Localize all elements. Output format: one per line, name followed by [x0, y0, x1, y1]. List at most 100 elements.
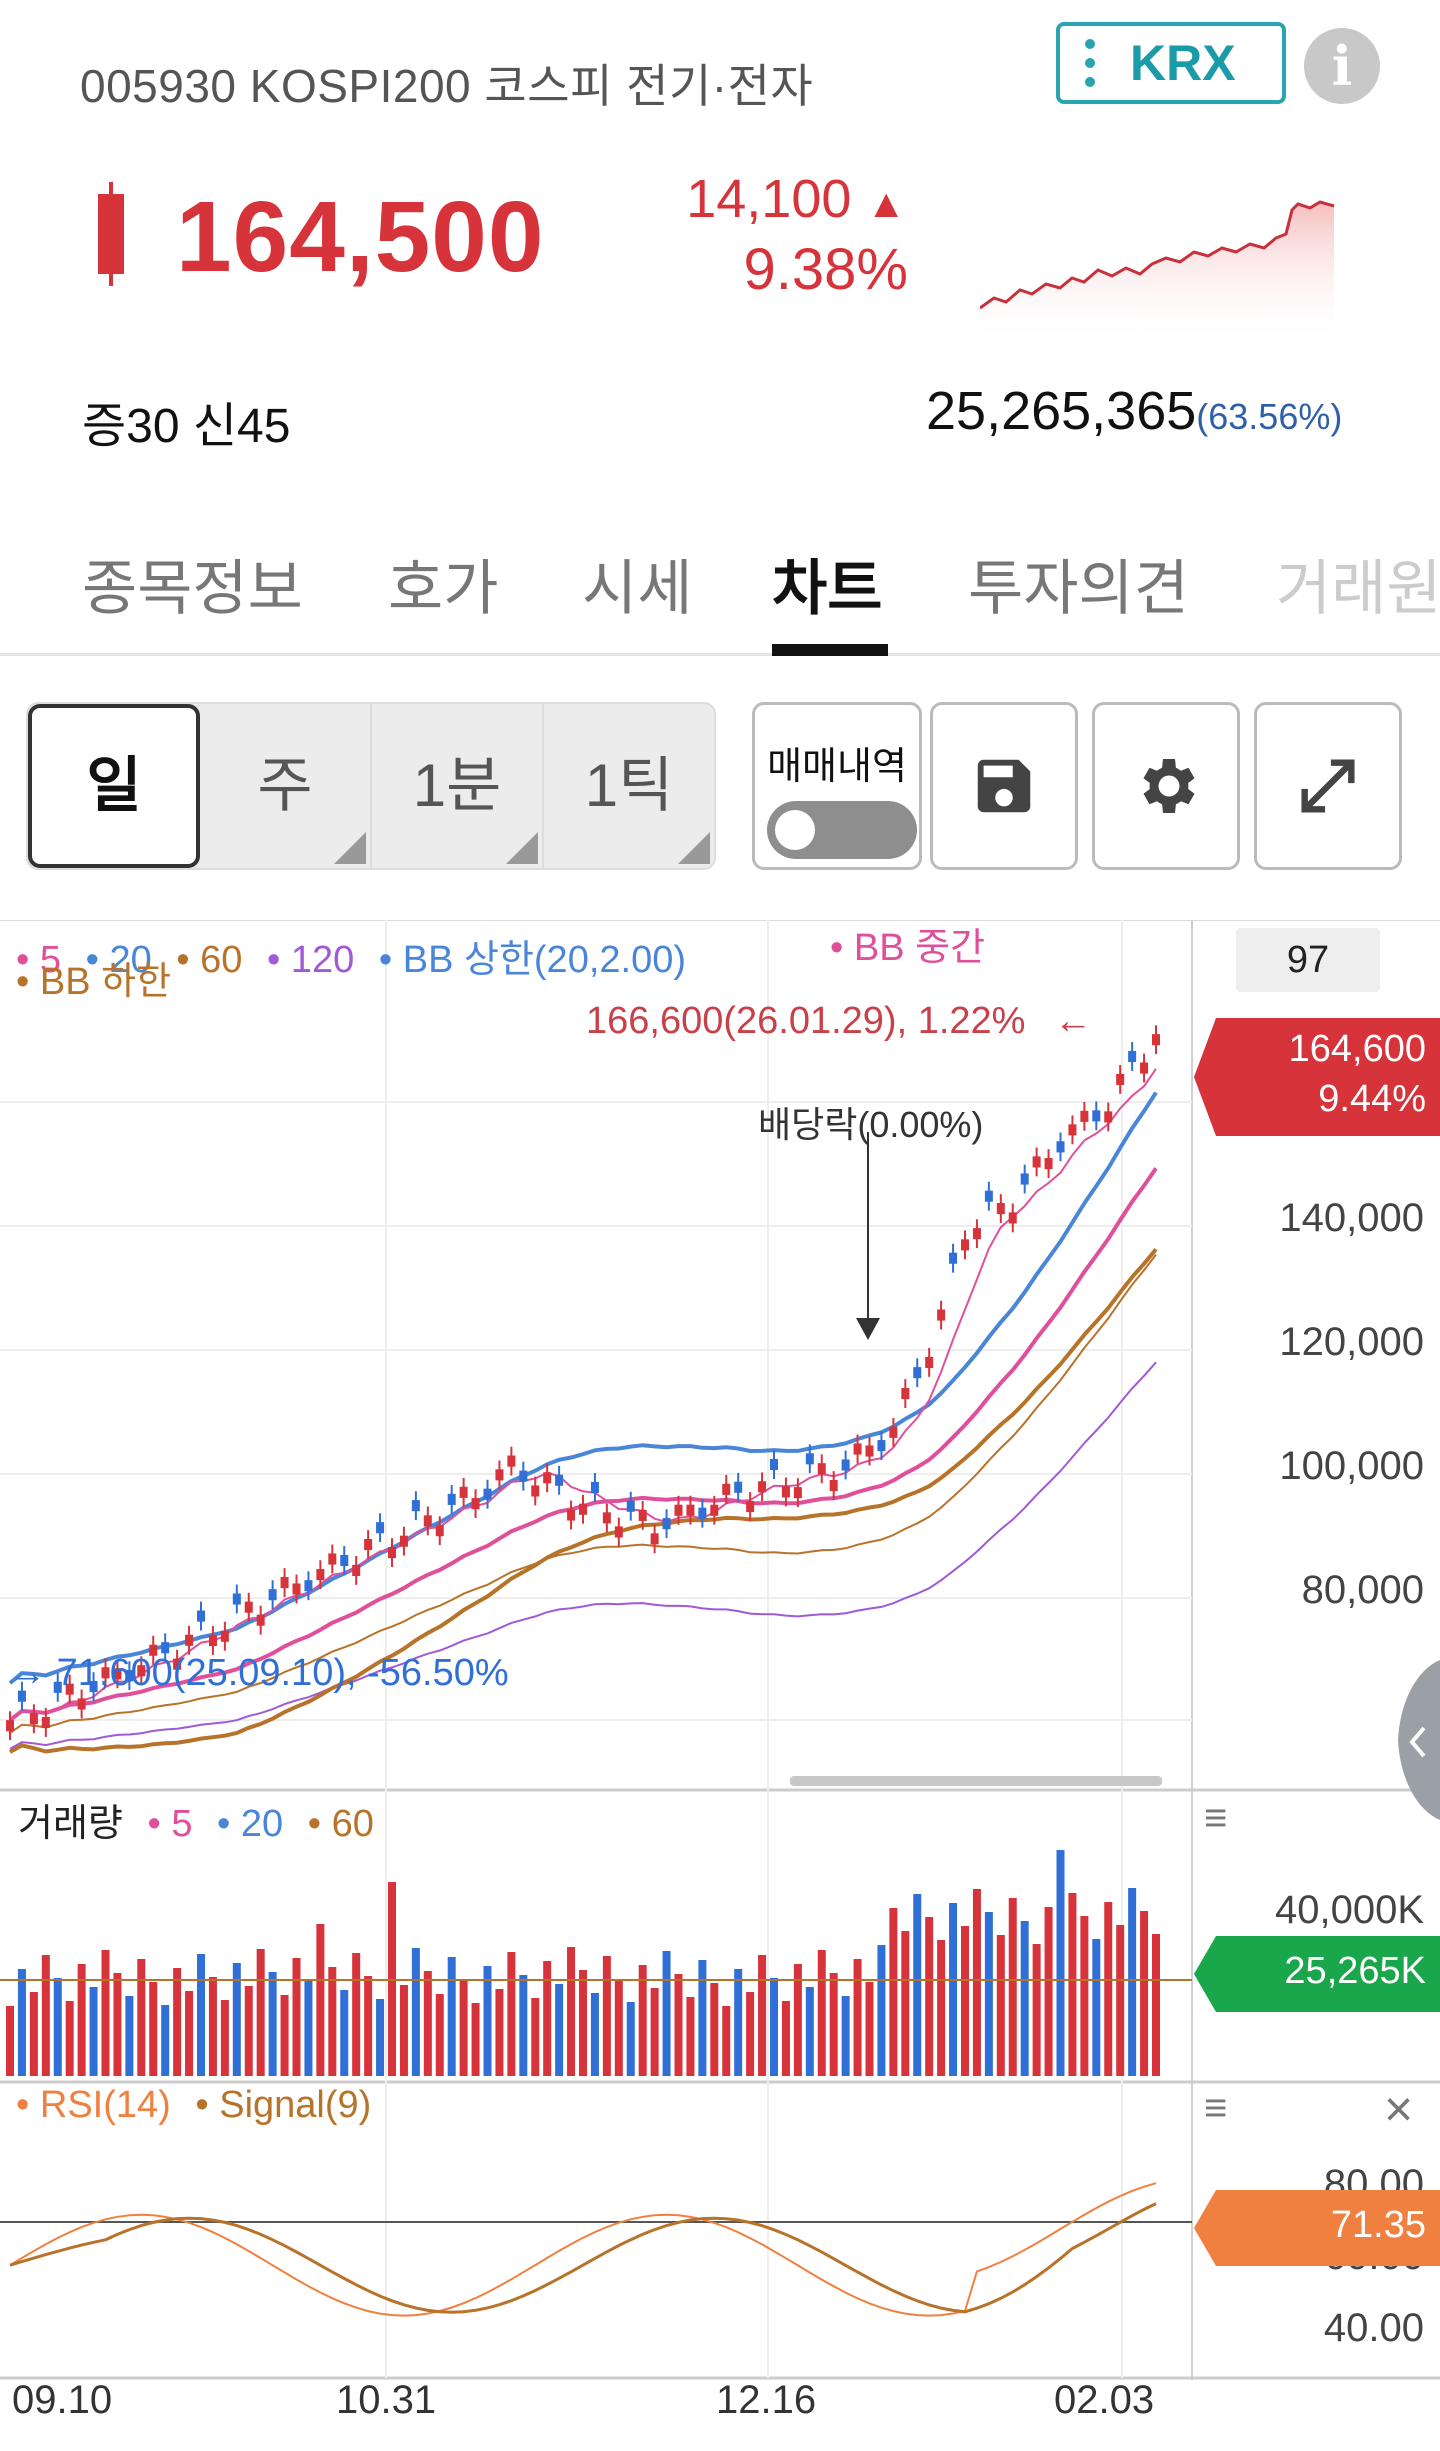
y-tick: 80,000 [1301, 1568, 1424, 1612]
candle-body [447, 1493, 456, 1505]
chart-scrollbar[interactable] [790, 1776, 1162, 1786]
candle-body [6, 1720, 14, 1732]
tab-prices[interactable]: 시세 [582, 555, 693, 622]
candle-body [399, 1535, 408, 1547]
period-1min-button[interactable]: 1분 [372, 704, 544, 868]
candle-body [185, 1634, 194, 1646]
candle-body [459, 1486, 468, 1498]
legend-signal-label: Signal(9) [219, 2084, 372, 2126]
volume-bar [101, 1950, 110, 2076]
candle-body [352, 1564, 361, 1576]
volume-bar [340, 1990, 349, 2076]
period-1tick-button[interactable]: 1틱 [544, 704, 714, 868]
volume-bar [686, 1997, 695, 2076]
volume-bar [746, 1992, 755, 2076]
volume-bar [65, 2001, 74, 2076]
volume-bar [29, 1992, 38, 2076]
volume-bar [137, 1959, 146, 2076]
save-button[interactable] [930, 702, 1078, 870]
tab-brokers[interactable]: 거래원 [1276, 555, 1440, 622]
candle-body [519, 1470, 528, 1482]
candle-body [567, 1509, 576, 1521]
tab-chart[interactable]: 차트 [772, 555, 883, 622]
tab-quotes[interactable]: 호가 [388, 555, 499, 622]
current-price-badge: 164,600 9.44% [1220, 1024, 1426, 1124]
volume-bar [376, 1999, 385, 2076]
volume-bar [781, 2001, 790, 2076]
trade-history-label: 매매내역 [767, 746, 907, 788]
legend-ma120-label: 120 [290, 939, 355, 981]
low-annotation-text: 71,600(25.09.10), -56.50% [56, 1652, 509, 1694]
candle-body [197, 1610, 205, 1622]
volume-bar [1056, 1850, 1065, 2076]
candle-body [710, 1504, 719, 1516]
rsi-y-tick: 40.00 [1323, 2306, 1424, 2350]
kebab-icon [1060, 39, 1120, 87]
candle-body [89, 1681, 98, 1693]
legend-rsi: • RSI(14) [16, 2084, 171, 2126]
volume-bar [77, 1964, 86, 2076]
candle-body [614, 1526, 623, 1538]
volume-bar [89, 1987, 98, 2076]
volume-bar [244, 1986, 253, 2076]
legend-bb-lower: • BB 하한 [16, 961, 172, 1003]
candle-body [543, 1472, 552, 1484]
settings-button[interactable] [1092, 702, 1240, 870]
volume-bar [984, 1912, 993, 2076]
trade-history-toggle[interactable] [767, 801, 917, 859]
volume-current-badge: 25,265K [1284, 1950, 1426, 1992]
rsi-menu-icon[interactable]: ≡ [1204, 2086, 1228, 2130]
volume-bar [614, 1979, 623, 2076]
candle-body [507, 1455, 516, 1467]
x-tick: 12.16 [716, 2378, 817, 2422]
legend-ma120: • 120 [267, 939, 355, 981]
info-icon[interactable]: i [1304, 28, 1380, 104]
volume-bar [519, 1975, 528, 2076]
volume-bar [626, 2002, 635, 2076]
volume-bar [1152, 1934, 1160, 2076]
volume-badge-shape [1194, 1936, 1440, 2012]
bb-upper-line [8, 1091, 1158, 1685]
volume-y-tick: 40,000K [1274, 1888, 1424, 1932]
volume-bar [805, 1987, 814, 2076]
candle-body [996, 1203, 1005, 1215]
margin-credit-info: 증30 신45 [82, 400, 291, 453]
side-panel-handle[interactable] [1398, 1660, 1440, 1820]
tab-stock-info[interactable]: 종목정보 [82, 555, 303, 622]
candle-body [29, 1713, 38, 1725]
volume-bar [937, 1940, 946, 2076]
volume-bar [1128, 1888, 1137, 2076]
volume-bar [256, 1949, 265, 2076]
stock-code-line: 005930 KOSPI200 코스피 전기·전자 [80, 60, 814, 112]
period-day-button[interactable]: 일 [28, 704, 200, 868]
signal-line [9, 2202, 1157, 2314]
chart-area[interactable]: • 5 • 20 • 60 • 120 • BB 상한(20,2.00) • B… [0, 920, 1440, 2451]
badge-percent: 9.44% [1318, 1078, 1426, 1120]
candle-body [17, 1690, 26, 1702]
corner-triangle-icon [678, 832, 710, 864]
tab-opinions[interactable]: 투자의견 [968, 555, 1189, 622]
x-tick: 09.10 [12, 2378, 113, 2422]
candle-body [304, 1580, 313, 1592]
volume-bar [17, 1969, 26, 2076]
period-week-button[interactable]: 주 [200, 704, 372, 868]
volume-bar [316, 1924, 325, 2076]
menu-icon[interactable]: ≡ [1204, 1796, 1228, 1840]
volume-bar [817, 1950, 826, 2076]
close-icon[interactable]: × [1384, 2081, 1414, 2137]
exchange-button[interactable]: KRX [1056, 22, 1286, 104]
candle-body [77, 1698, 86, 1710]
x-tick: 10.31 [336, 2378, 437, 2422]
candle-body [722, 1483, 731, 1495]
volume-bar [292, 1958, 301, 2076]
fullscreen-button[interactable] [1254, 702, 1402, 870]
volume-bar [531, 1998, 540, 2076]
candle-body [41, 1716, 50, 1729]
volume-bar [901, 1931, 910, 2076]
volume-bar [399, 1985, 408, 2076]
visible-count-box[interactable]: 97 [1236, 928, 1380, 992]
chart-canvas[interactable] [0, 920, 1440, 2451]
candle-body [793, 1487, 802, 1499]
candle-body [579, 1503, 587, 1515]
volume-bar [1104, 1902, 1113, 2076]
